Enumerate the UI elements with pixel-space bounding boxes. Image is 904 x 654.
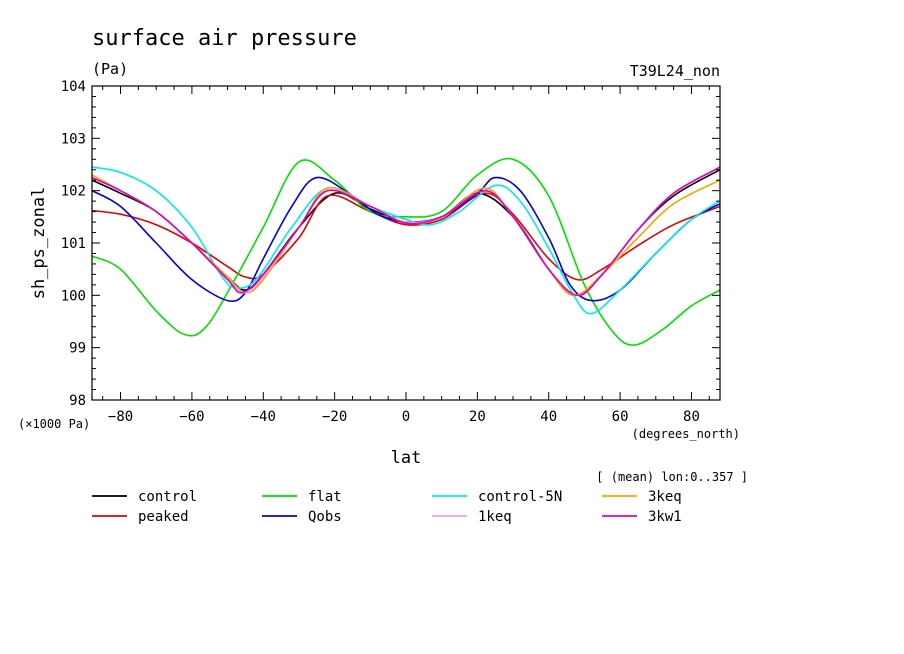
legend-label: Qobs — [308, 509, 342, 525]
y-tick-label: 98 — [69, 393, 86, 409]
y-axis-title: sh_ps_zonal — [29, 187, 49, 300]
legend-label: flat — [308, 489, 342, 505]
units-label: (Pa) — [92, 60, 128, 78]
x-tick-label: −60 — [179, 409, 204, 425]
x-axis-title: lat — [391, 448, 422, 468]
x-tick-label: 80 — [683, 409, 700, 425]
legend-label: 1keq — [478, 509, 512, 525]
plot-lines — [91, 157, 721, 346]
y-tick-label: 100 — [61, 288, 86, 304]
x-tick-label: 20 — [469, 409, 486, 425]
x-tick-label: 60 — [612, 409, 629, 425]
chart-title: surface air pressure — [92, 26, 357, 51]
mean-note: [ (mean) lon:0..357 ] — [596, 470, 748, 484]
legend-label: control — [138, 489, 197, 505]
x-tick-label: −20 — [322, 409, 347, 425]
y-tick-label: 104 — [61, 79, 86, 95]
y-tick-label: 103 — [61, 131, 86, 147]
x-tick-label: −80 — [108, 409, 133, 425]
legend-label: control-5N — [478, 489, 562, 505]
series-line-control — [91, 169, 721, 297]
x-tick-label: 40 — [540, 409, 557, 425]
experiment-label: T39L24_non — [630, 62, 720, 80]
legend-label: 3kw1 — [648, 509, 682, 525]
x-units-label: (degrees_north) — [632, 427, 740, 441]
series-line-1keq — [91, 166, 721, 297]
legend: control flat control-5N 3keq peaked Qobs 1keq 3… — [92, 489, 682, 525]
legend-label: 3keq — [648, 489, 682, 505]
y-tick-label: 102 — [61, 184, 86, 200]
x-tick-label: 0 — [402, 409, 410, 425]
y-tick-label: 101 — [61, 236, 86, 252]
legend-label: peaked — [138, 509, 189, 525]
plot-frame — [91, 85, 721, 401]
y-scale-note: (×1000 Pa) — [18, 417, 90, 431]
y-tick-label: 99 — [69, 341, 86, 357]
x-tick-label: −40 — [251, 409, 276, 425]
series-line-3kw1 — [91, 166, 721, 297]
series-line-flat — [91, 157, 721, 346]
ticks: −80 −60 −40 −20 0 20 40 60 80 98 99 100 101 102 103 104 — [61, 79, 720, 425]
series-line-3keq — [91, 174, 721, 297]
